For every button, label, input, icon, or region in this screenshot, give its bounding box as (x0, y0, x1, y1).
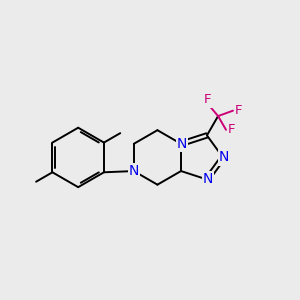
Text: N: N (203, 172, 213, 187)
Text: F: F (204, 94, 212, 106)
Text: N: N (129, 164, 139, 178)
Text: N: N (219, 150, 229, 164)
Text: F: F (228, 123, 236, 136)
Text: N: N (177, 137, 187, 151)
Text: F: F (235, 104, 243, 117)
